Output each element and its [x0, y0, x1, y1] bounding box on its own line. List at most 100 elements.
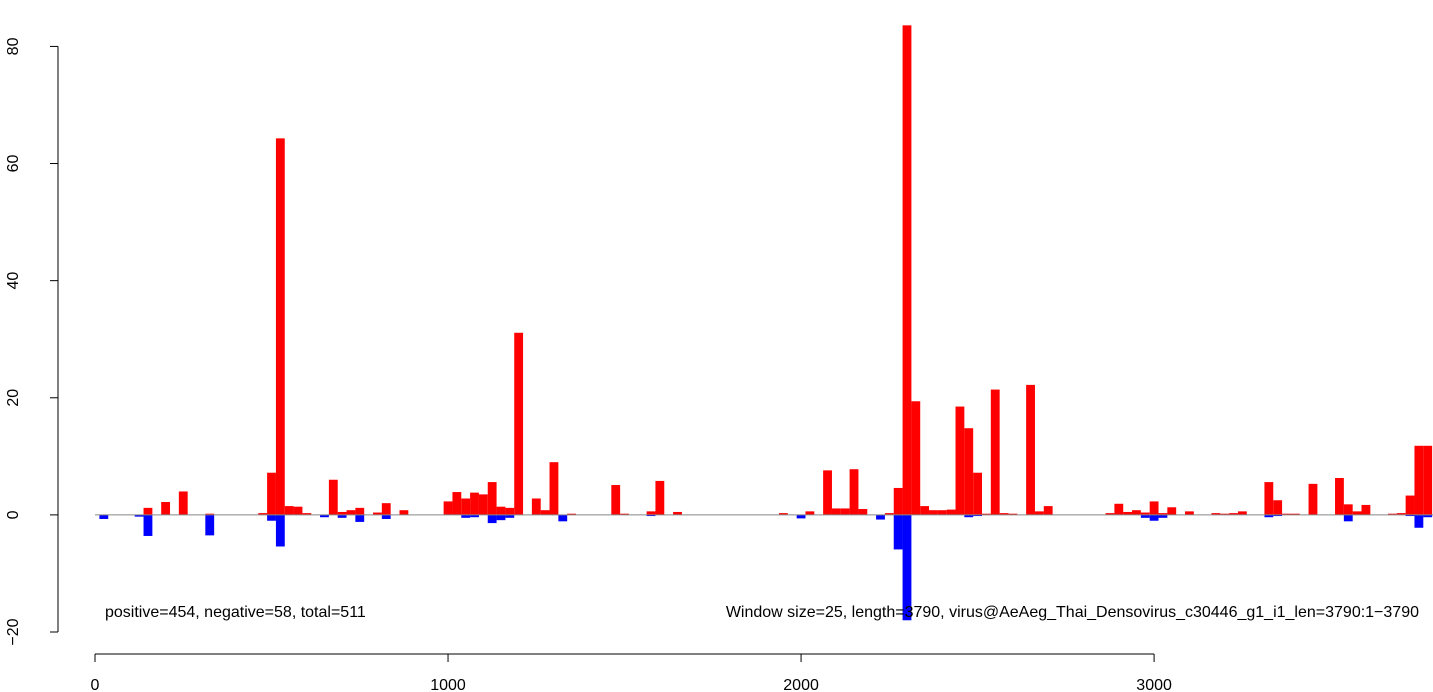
positive-bar: [1352, 511, 1362, 515]
negative-bar: [470, 514, 479, 518]
positive-bar: [284, 506, 294, 515]
positive-bar: [1273, 500, 1283, 515]
positive-bar: [823, 470, 832, 515]
positive-bar: [346, 510, 356, 515]
positive-bar: [831, 508, 841, 515]
positive-bar: [478, 494, 488, 515]
positive-bar: [505, 507, 515, 515]
x-tick-label: 2000: [783, 677, 819, 692]
positive-bar: [355, 507, 365, 515]
positive-bar: [1123, 511, 1133, 515]
positive-bar: [1140, 512, 1150, 515]
y-tick-label: 40: [5, 272, 22, 290]
negative-bar: [1140, 514, 1150, 518]
negative-bar: [964, 514, 974, 518]
positive-bar: [1149, 501, 1159, 515]
negative-bar: [267, 514, 276, 521]
negative-bar: [876, 514, 885, 520]
positive-bar: [1264, 482, 1274, 515]
positive-bar: [381, 503, 391, 515]
negative-bar: [1264, 514, 1274, 518]
y-tick-label: 20: [5, 389, 22, 407]
counts-annotation: positive=454, negative=58, total=511: [105, 604, 366, 621]
positive-bar: [779, 513, 788, 515]
negative-bar: [320, 514, 329, 518]
positive-bar: [655, 480, 665, 515]
y-axis: −20 0 20 40 60 80: [5, 37, 59, 646]
positive-bar: [514, 332, 524, 515]
negative-bar: [902, 514, 912, 621]
positive-bar: [1361, 504, 1371, 515]
positive-bar: [337, 511, 347, 515]
negative-bar: [1273, 514, 1283, 517]
positive-bar: [178, 491, 188, 515]
positive-bar: [540, 510, 550, 515]
positive-bar: [982, 513, 991, 515]
positive-bar: [161, 502, 171, 515]
positive-bar: [1229, 513, 1238, 515]
x-tick-label: 0: [91, 677, 100, 692]
negative-bar: [1149, 514, 1159, 521]
positive-bar: [1308, 483, 1318, 515]
negative-bar: [275, 514, 285, 547]
positive-bar: [999, 513, 1009, 515]
positive-bar: [1158, 513, 1168, 515]
positive-bar: [911, 401, 921, 515]
negative-bar: [134, 514, 144, 517]
negative-bar: [143, 514, 153, 536]
negative-bar: [893, 514, 903, 550]
positive-bar: [487, 482, 497, 515]
negative-bar: [558, 514, 568, 522]
positive-bar: [673, 511, 682, 515]
negative-bar: [973, 514, 982, 517]
positive-bar: [1282, 513, 1291, 515]
negative-bar: [1405, 514, 1415, 517]
positive-bar: [973, 472, 982, 515]
positive-bar: [143, 507, 153, 515]
positive-bar: [1132, 510, 1141, 515]
negative-bar: [337, 514, 347, 518]
positive-bar: [1290, 513, 1300, 515]
positive-bar: [1220, 513, 1230, 515]
positive-bar: [549, 462, 559, 515]
positive-bar: [1184, 511, 1194, 515]
positive-bar: [443, 501, 453, 515]
positive-bar: [470, 492, 479, 515]
positive-bar: [893, 487, 903, 515]
positive-bar: [1008, 513, 1018, 515]
positive-bar: [1405, 495, 1415, 515]
positive-bar: [620, 513, 629, 515]
positive-bar: [328, 479, 338, 515]
positive-bar: [1211, 513, 1221, 515]
negative-bar: [461, 514, 471, 518]
positive-bar: [373, 512, 382, 515]
positive-bar: [461, 498, 471, 515]
negative-bar: [796, 514, 806, 519]
positive-bar: [205, 513, 215, 515]
negative-bar: [505, 514, 515, 518]
negative-bar: [1343, 514, 1353, 522]
negative-bar: [205, 514, 215, 536]
positive-bar: [1105, 513, 1115, 515]
negative-bar: [1423, 514, 1433, 518]
x-axis: 0 1000 2000 3000: [91, 653, 1172, 692]
y-tick-label: 80: [5, 37, 22, 55]
positive-bar: [1423, 445, 1433, 515]
positive-bar: [1043, 506, 1053, 515]
negative-bar: [355, 514, 365, 522]
y-tick-label: 60: [5, 155, 22, 173]
y-tick-label: 0: [5, 510, 22, 519]
bars-group: [99, 25, 1433, 621]
positive-bar: [955, 406, 965, 515]
positive-bar: [567, 513, 577, 515]
positive-bar: [267, 472, 276, 515]
positive-bar: [1414, 445, 1424, 515]
negative-bar: [1414, 514, 1424, 528]
positive-bar: [452, 492, 462, 515]
positive-bar: [1335, 477, 1344, 515]
negative-bar: [1158, 514, 1168, 518]
positive-bar: [849, 469, 859, 515]
negative-bar: [99, 514, 109, 519]
positive-bar: [946, 509, 956, 515]
